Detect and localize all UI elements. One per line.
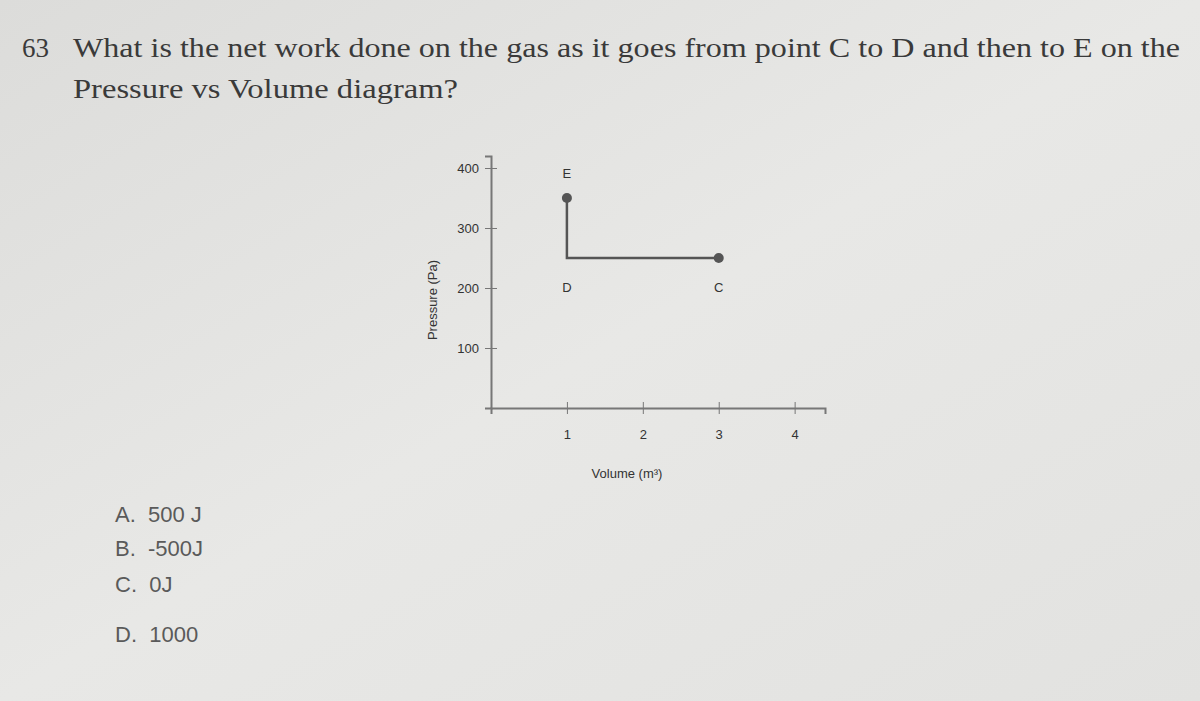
- tick: 2: [640, 402, 647, 442]
- page: 63 What is the net work done on the gas a…: [0, 0, 1200, 701]
- axis-title: Pressure (Pa): [425, 260, 440, 340]
- process-line: [567, 198, 719, 258]
- point-label: C: [714, 280, 723, 295]
- answer-option[interactable]: B. -500J: [115, 536, 203, 561]
- tick-label: 2: [640, 427, 647, 442]
- chart: 100 200 300 400 1 2 3 4 Pressure (Pa) Volume (m³)…: [425, 157, 826, 482]
- tick-mark: [719, 402, 720, 414]
- axis-line: [485, 157, 492, 409]
- tick-mark: [643, 402, 644, 414]
- tick-mark: [567, 402, 568, 414]
- x-axis: 1 2 3 4: [492, 402, 826, 442]
- question-number: 63: [22, 33, 49, 63]
- tick: 300: [457, 221, 497, 236]
- plot-area: [562, 193, 724, 263]
- answer-option[interactable]: D. 1000: [115, 622, 198, 647]
- answer-option[interactable]: C. 0J: [115, 572, 172, 597]
- y-axis: 100 200 300 400: [457, 157, 497, 409]
- point-labels: C D E: [562, 166, 723, 295]
- tick: 4: [792, 402, 799, 442]
- background: [0, 0, 1200, 701]
- tick-label: 1: [564, 427, 571, 442]
- answer-option[interactable]: A. 500 J: [115, 502, 202, 527]
- tick-mark: [795, 402, 796, 414]
- question-text: Pressure vs Volume diagram?: [73, 74, 458, 104]
- tick-label: 4: [792, 427, 799, 442]
- tick-mark: [485, 228, 497, 229]
- tick-mark: [485, 288, 497, 289]
- tick-mark: [485, 168, 497, 169]
- tick: 100: [457, 341, 497, 356]
- tick-label: 300: [457, 221, 479, 236]
- question-text: What is the net work done on the gas as …: [73, 33, 1180, 63]
- tick-label: 200: [457, 281, 479, 296]
- tick-label: 3: [716, 427, 723, 442]
- tick: 1: [564, 402, 571, 442]
- tick: 3: [716, 402, 723, 442]
- tick-mark: [485, 348, 497, 349]
- tick-label: 400: [457, 161, 479, 176]
- tick: 200: [457, 281, 497, 296]
- point-label: D: [562, 280, 571, 295]
- axis-title: Volume (m³): [592, 466, 663, 481]
- axis-line: [492, 409, 826, 415]
- tick: 400: [457, 161, 497, 176]
- state-point: [562, 193, 572, 203]
- tick-label: 100: [457, 341, 479, 356]
- point-label: E: [563, 166, 572, 181]
- state-point: [714, 253, 724, 263]
